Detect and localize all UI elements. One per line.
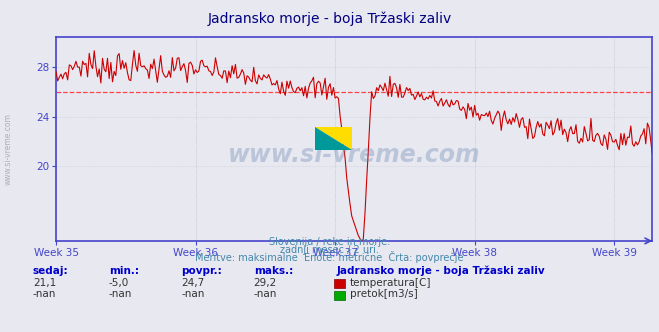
Text: www.si-vreme.com: www.si-vreme.com (4, 114, 13, 185)
Text: Jadransko morje - boja Tržaski zaliv: Jadransko morje - boja Tržaski zaliv (208, 12, 451, 26)
Text: -5,0: -5,0 (109, 278, 129, 288)
Text: temperatura[C]: temperatura[C] (350, 278, 432, 288)
Text: Jadransko morje - boja Tržaski zaliv: Jadransko morje - boja Tržaski zaliv (336, 265, 545, 276)
Text: maks.:: maks.: (254, 266, 293, 276)
Text: 24,7: 24,7 (181, 278, 204, 288)
Text: povpr.:: povpr.: (181, 266, 222, 276)
Text: sedaj:: sedaj: (33, 266, 69, 276)
Text: Slovenija / reke in morje.: Slovenija / reke in morje. (269, 237, 390, 247)
Text: pretok[m3/s]: pretok[m3/s] (350, 289, 418, 299)
Text: min.:: min.: (109, 266, 139, 276)
Text: zadnji mesec / 2 uri.: zadnji mesec / 2 uri. (280, 245, 379, 255)
Text: Meritve: maksimalne  Enote: metrične  Črta: povprečje: Meritve: maksimalne Enote: metrične Črta… (195, 251, 464, 263)
Text: 29,2: 29,2 (254, 278, 277, 288)
Text: -nan: -nan (109, 289, 132, 299)
Text: -nan: -nan (181, 289, 204, 299)
Polygon shape (316, 127, 352, 150)
Text: www.si-vreme.com: www.si-vreme.com (228, 143, 480, 167)
Text: 21,1: 21,1 (33, 278, 56, 288)
Text: -nan: -nan (254, 289, 277, 299)
Polygon shape (316, 127, 352, 150)
Text: -nan: -nan (33, 289, 56, 299)
